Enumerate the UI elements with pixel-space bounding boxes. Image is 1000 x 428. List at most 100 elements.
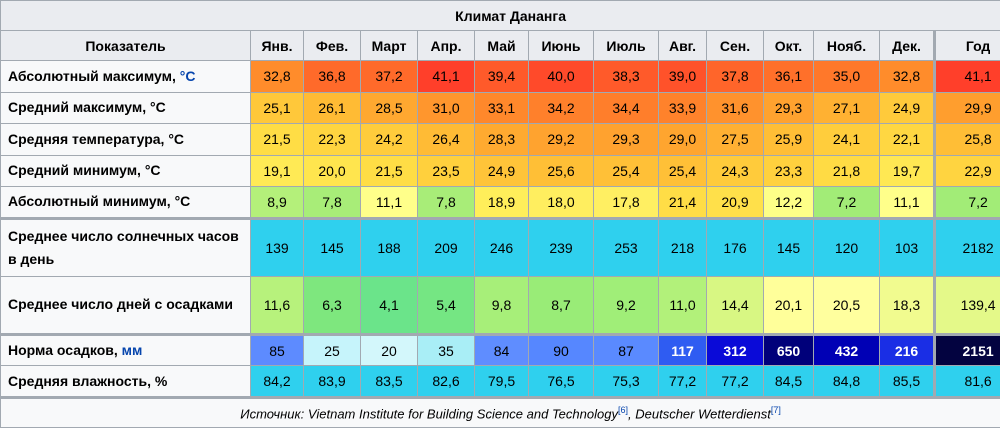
value-cell: 83,9 <box>303 365 361 398</box>
year-header: Год <box>932 30 1000 61</box>
month-header: Май <box>474 30 529 61</box>
value-cell: 25,4 <box>658 154 707 188</box>
value-cell: 29,2 <box>528 123 594 156</box>
indicator-header: Показатель <box>0 30 251 61</box>
source-ref-1[interactable]: [6] <box>617 404 628 415</box>
value-cell: 24,9 <box>879 91 935 125</box>
source-text-1: Vietnam Institute for Building Science a… <box>307 406 618 422</box>
value-cell: 82,6 <box>417 365 475 398</box>
value-cell: 25,1 <box>250 91 304 125</box>
row-label: Средний минимум, °C <box>0 154 251 188</box>
source-text-2: Deutscher Wetterdienst <box>635 406 771 422</box>
value-cell: 7,8 <box>303 186 361 219</box>
row-label: Средний максимум, °C <box>0 91 251 125</box>
value-cell: 8,7 <box>528 275 594 335</box>
value-cell: 24,9 <box>474 154 529 188</box>
value-cell: 312 <box>706 332 764 367</box>
value-cell: 432 <box>813 332 880 367</box>
row-label: Среднее число дней с осадками <box>0 275 251 335</box>
value-cell: 20,0 <box>303 154 361 188</box>
row-label-text: Средний минимум, °C <box>8 162 161 179</box>
value-cell: 27,1 <box>813 91 880 125</box>
value-cell: 40,0 <box>528 60 594 93</box>
source-separator: , <box>627 406 632 422</box>
value-cell: 11,0 <box>658 275 707 335</box>
value-cell: 6,3 <box>303 275 361 335</box>
row-label-text: Абсолютный максимум, <box>8 67 176 84</box>
value-cell: 23,5 <box>417 154 475 188</box>
row-label-text: Среднее число солнечных часов в день <box>8 227 239 267</box>
value-cell: 188 <box>360 216 418 277</box>
table-row: Средний максимум, °C 25,1 26,1 28,5 31,0 33,1… <box>0 91 1000 125</box>
month-header: Янв. <box>250 30 304 61</box>
value-cell: 120 <box>813 216 880 277</box>
value-cell: 29,0 <box>658 123 707 156</box>
value-cell: 27,5 <box>706 123 764 156</box>
value-cell: 76,5 <box>528 365 594 398</box>
table-row: Средний минимум, °C 19,1 20,0 21,5 23,5 24,9 2… <box>0 154 1000 188</box>
value-cell: 218 <box>658 216 707 277</box>
value-cell: 39,4 <box>474 60 529 93</box>
month-header: Март <box>360 30 418 61</box>
year-value-cell: 139,4 <box>932 275 1000 335</box>
value-cell: 21,8 <box>813 154 880 188</box>
value-cell: 650 <box>763 332 814 367</box>
value-cell: 75,3 <box>593 365 659 398</box>
value-cell: 25,9 <box>763 123 814 156</box>
row-label-text: Средняя влажность, % <box>8 372 168 389</box>
value-cell: 84,8 <box>813 365 880 398</box>
source-ref-2[interactable]: [7] <box>770 404 781 415</box>
value-cell: 24,1 <box>813 123 880 156</box>
unit-link[interactable]: °C <box>179 67 196 84</box>
value-cell: 25,4 <box>593 154 659 188</box>
row-label-text: Среднее число дней с осадками <box>8 296 233 313</box>
year-value-cell: 22,9 <box>932 154 1000 188</box>
value-cell: 87 <box>593 332 659 367</box>
table-row: Среднее число дней с осадками 11,6 6,3 4,1 5… <box>0 275 1000 335</box>
value-cell: 7,2 <box>813 186 880 219</box>
month-header: Авг. <box>658 30 707 61</box>
value-cell: 9,8 <box>474 275 529 335</box>
value-cell: 37,2 <box>360 60 418 93</box>
value-cell: 23,3 <box>763 154 814 188</box>
value-cell: 7,8 <box>417 186 475 219</box>
value-cell: 145 <box>763 216 814 277</box>
value-cell: 5,4 <box>417 275 475 335</box>
value-cell: 176 <box>706 216 764 277</box>
value-cell: 36,8 <box>303 60 361 93</box>
value-cell: 24,2 <box>360 123 418 156</box>
unit-link[interactable]: мм <box>121 342 143 359</box>
value-cell: 24,3 <box>706 154 764 188</box>
month-header: Сен. <box>706 30 764 61</box>
value-cell: 11,1 <box>879 186 935 219</box>
month-header: Июнь <box>528 30 594 61</box>
value-cell: 22,1 <box>879 123 935 156</box>
value-cell: 84,5 <box>763 365 814 398</box>
value-cell: 216 <box>879 332 935 367</box>
value-cell: 253 <box>593 216 659 277</box>
value-cell: 90 <box>528 332 594 367</box>
value-cell: 21,5 <box>360 154 418 188</box>
value-cell: 14,4 <box>706 275 764 335</box>
value-cell: 22,3 <box>303 123 361 156</box>
value-cell: 32,8 <box>250 60 304 93</box>
value-cell: 11,6 <box>250 275 304 335</box>
row-label: Абсолютный максимум, °C <box>0 60 251 93</box>
value-cell: 25,6 <box>528 154 594 188</box>
value-cell: 29,3 <box>593 123 659 156</box>
value-cell: 77,2 <box>658 365 707 398</box>
table-row: Норма осадков, мм 85 25 20 35 84 90 87 117 312 650… <box>0 332 1000 367</box>
year-value-cell: 2151 <box>932 332 1000 367</box>
value-cell: 12,2 <box>763 186 814 219</box>
value-cell: 103 <box>879 216 935 277</box>
value-cell: 28,5 <box>360 91 418 125</box>
row-label: Среднее число солнечных часов в день <box>0 216 251 277</box>
month-header: Июль <box>593 30 659 61</box>
month-header: Апр. <box>417 30 475 61</box>
value-cell: 85,5 <box>879 365 935 398</box>
value-cell: 26,1 <box>303 91 361 125</box>
row-label-text: Абсолютный минимум, °C <box>8 193 191 210</box>
table-row: Средняя температура, °C 21,5 22,3 24,2 26,4 2… <box>0 123 1000 156</box>
table-row: Абсолютный максимум, °C 32,8 36,8 37,2 41,1 3… <box>0 60 1000 93</box>
year-value-cell: 2182 <box>932 216 1000 277</box>
